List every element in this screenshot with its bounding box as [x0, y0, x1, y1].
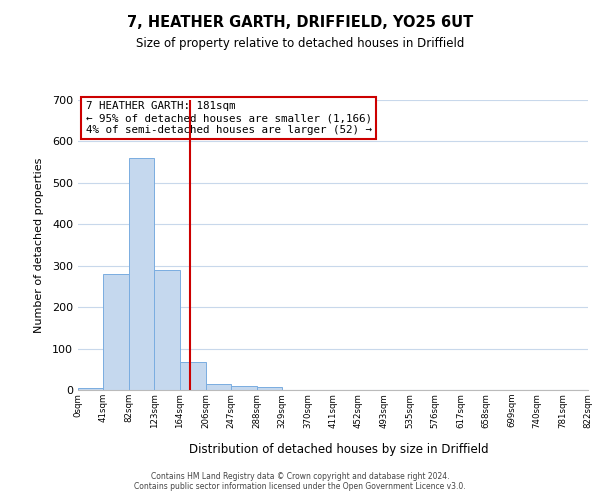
Text: Contains public sector information licensed under the Open Government Licence v3: Contains public sector information licen… [134, 482, 466, 491]
Bar [231, 386, 257, 390]
Bar [206, 384, 231, 390]
Bar [103, 274, 129, 390]
Text: 7 HEATHER GARTH: 181sqm
← 95% of detached houses are smaller (1,166)
4% of semi-: 7 HEATHER GARTH: 181sqm ← 95% of detache… [86, 102, 371, 134]
Text: Size of property relative to detached houses in Driffield: Size of property relative to detached ho… [136, 38, 464, 51]
Text: 7, HEATHER GARTH, DRIFFIELD, YO25 6UT: 7, HEATHER GARTH, DRIFFIELD, YO25 6UT [127, 15, 473, 30]
Y-axis label: Number of detached properties: Number of detached properties [34, 158, 44, 332]
Bar [257, 386, 282, 390]
Bar [129, 158, 154, 390]
Bar [180, 362, 206, 390]
Text: Contains HM Land Registry data © Crown copyright and database right 2024.: Contains HM Land Registry data © Crown c… [151, 472, 449, 481]
Bar [154, 270, 180, 390]
Bar [78, 388, 103, 390]
Text: Distribution of detached houses by size in Driffield: Distribution of detached houses by size … [189, 442, 489, 456]
